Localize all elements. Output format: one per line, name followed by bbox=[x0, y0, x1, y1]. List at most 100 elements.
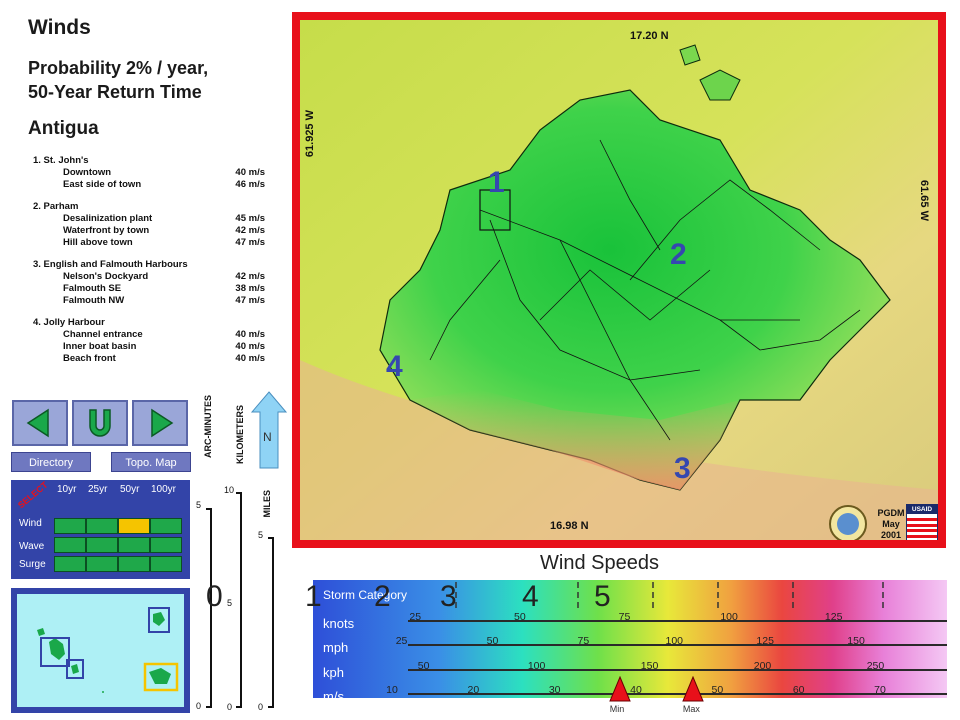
select-cell-surge-25yr[interactable] bbox=[86, 556, 118, 572]
legend-tick: 100 bbox=[720, 611, 738, 623]
legend-tick: 50 bbox=[486, 635, 499, 647]
legend-tick: 200 bbox=[753, 660, 772, 672]
lon-left-label: 61.925 W bbox=[304, 110, 316, 158]
site-row: Falmouth NW 47 m/s bbox=[33, 295, 265, 307]
layer-select-panel: SELECT 10yr 25yr 50yr 100yr Wind Wave Su… bbox=[11, 480, 190, 579]
site-wind-value: 46 m/s bbox=[235, 179, 265, 190]
back-button[interactable] bbox=[12, 400, 68, 446]
site-name: Desalinization plant bbox=[63, 213, 153, 224]
site-list: 1. St. John's Downtown 40 m/s East side of … bbox=[33, 155, 265, 365]
north-arrow-icon bbox=[250, 391, 288, 469]
site-marker-4[interactable]: 4 bbox=[386, 350, 403, 383]
site-name: Inner boat basin bbox=[63, 341, 137, 352]
select-cell-wave-25yr[interactable] bbox=[86, 537, 118, 553]
site-name: Downtown bbox=[63, 167, 112, 178]
usaid-logo-text: USAID bbox=[907, 505, 937, 514]
site-wind-value: 40 m/s bbox=[235, 329, 265, 340]
site-name: Beach front bbox=[63, 353, 116, 364]
site-name: Falmouth NW bbox=[63, 295, 125, 306]
site-wind-value: 47 m/s bbox=[235, 295, 265, 306]
site-marker-3[interactable]: 3 bbox=[674, 452, 691, 485]
site-row: Hill above town 47 m/s bbox=[33, 237, 265, 249]
credit-line-1: PGDM bbox=[877, 508, 905, 518]
col-50yr: 50yr bbox=[120, 484, 140, 495]
legend-tick: 100 bbox=[527, 660, 546, 672]
legend-tick: 125 bbox=[824, 611, 843, 623]
select-cell-wind-100yr[interactable] bbox=[150, 518, 182, 534]
legend-tick: 25 bbox=[409, 611, 422, 623]
legend-unit-knots: knots bbox=[323, 616, 355, 631]
legend-tick: 25 bbox=[395, 635, 408, 647]
storm-category-0: 0 bbox=[206, 580, 223, 613]
arc-minutes-label: ARC-MINUTES bbox=[203, 395, 213, 458]
region-minimap[interactable] bbox=[11, 588, 190, 713]
site-group-title: 3. English and Falmouth Harbours bbox=[33, 259, 188, 270]
site-name: Falmouth SE bbox=[63, 283, 122, 294]
site-name: East side of town bbox=[63, 179, 142, 190]
max-marker-label: Max bbox=[682, 704, 700, 714]
minimap-islands bbox=[17, 594, 184, 707]
lat-top-label: 17.20 N bbox=[630, 30, 669, 42]
mi-scale-bar bbox=[268, 537, 274, 708]
legend-unit-kph: kph bbox=[323, 665, 344, 680]
site-group-title: 2. Parham bbox=[33, 201, 79, 212]
site-wind-value: 40 m/s bbox=[235, 341, 265, 352]
select-cell-wave-10yr[interactable] bbox=[54, 537, 86, 553]
site-name: Hill above town bbox=[63, 237, 133, 248]
forward-button[interactable] bbox=[132, 400, 188, 446]
return-button[interactable] bbox=[72, 400, 128, 446]
col-10yr: 10yr bbox=[57, 484, 77, 495]
page-subtitle: Probability 2% / year, 50-Year Return Ti… bbox=[28, 58, 209, 102]
pgdm-credit: PGDM May 2001 bbox=[872, 508, 910, 540]
site-wind-value: 38 m/s bbox=[235, 283, 265, 294]
legend-tick: 100 bbox=[665, 635, 684, 647]
arc-scale-bar bbox=[206, 508, 212, 708]
site-row: Falmouth SE 38 m/s bbox=[33, 283, 265, 295]
site-group-title: 4. Jolly Harbour bbox=[33, 317, 105, 328]
storm-category-3: 3 bbox=[440, 580, 457, 613]
site-marker-1[interactable]: 1 bbox=[488, 166, 505, 199]
select-cell-surge-10yr[interactable] bbox=[54, 556, 86, 572]
select-cell-surge-50yr[interactable] bbox=[118, 556, 150, 572]
select-cell-wind-10yr[interactable] bbox=[54, 518, 86, 534]
site-marker-2[interactable]: 2 bbox=[670, 238, 687, 271]
arrow-right-icon bbox=[151, 408, 174, 438]
min-marker-icon bbox=[608, 676, 631, 702]
arc-tick-0: 0 bbox=[196, 701, 202, 711]
storm-category-2: 2 bbox=[374, 580, 391, 613]
lat-bottom-label: 16.98 N bbox=[550, 520, 589, 532]
directory-button[interactable]: Directory bbox=[11, 452, 91, 472]
site-row: Nelson's Dockyard 42 m/s bbox=[33, 271, 265, 283]
legend-tick: 30 bbox=[548, 684, 561, 696]
select-label: SELECT bbox=[15, 479, 50, 511]
legend-tick: 150 bbox=[640, 660, 659, 672]
select-cell-wind-25yr[interactable] bbox=[86, 518, 118, 534]
min-marker-label: Min bbox=[609, 704, 625, 714]
lon-right-label: 61.65 W bbox=[918, 180, 930, 221]
mi-tick-0: 0 bbox=[258, 702, 264, 712]
legend-tick: 60 bbox=[792, 684, 805, 696]
col-100yr: 100yr bbox=[151, 484, 177, 495]
arc-tick-5: 5 bbox=[196, 500, 202, 510]
legend-unit-mph: mph bbox=[323, 640, 349, 655]
north-label: N bbox=[263, 430, 272, 444]
page-title: Winds bbox=[28, 16, 91, 39]
select-cell-wave-100yr[interactable] bbox=[150, 537, 182, 553]
arrow-left-icon bbox=[26, 408, 49, 438]
site-name: Channel entrance bbox=[63, 329, 143, 340]
select-cell-surge-100yr[interactable] bbox=[150, 556, 182, 572]
topo-map-button[interactable]: Topo. Map bbox=[111, 452, 191, 472]
legend-unit-ms: m/s bbox=[323, 689, 344, 704]
credit-line-3: 2001 bbox=[880, 530, 902, 540]
wind-map[interactable]: 17.20 N 16.98 N 61.925 W 61.65 W 1 2 3 4… bbox=[300, 20, 938, 540]
select-cell-wind-50yr[interactable] bbox=[118, 518, 150, 534]
legend-colorbar bbox=[313, 580, 947, 698]
row-wind: Wind bbox=[19, 518, 42, 529]
kilometers-label: KILOMETERS bbox=[235, 405, 245, 465]
legend-title: Wind Speeds bbox=[540, 552, 659, 574]
legend-tick: 125 bbox=[756, 635, 774, 647]
site-row: Channel entrance 40 m/s bbox=[33, 329, 265, 341]
site-row: Inner boat basin 40 m/s bbox=[33, 341, 265, 353]
site-name: Nelson's Dockyard bbox=[63, 271, 149, 282]
select-cell-wave-50yr[interactable] bbox=[118, 537, 150, 553]
